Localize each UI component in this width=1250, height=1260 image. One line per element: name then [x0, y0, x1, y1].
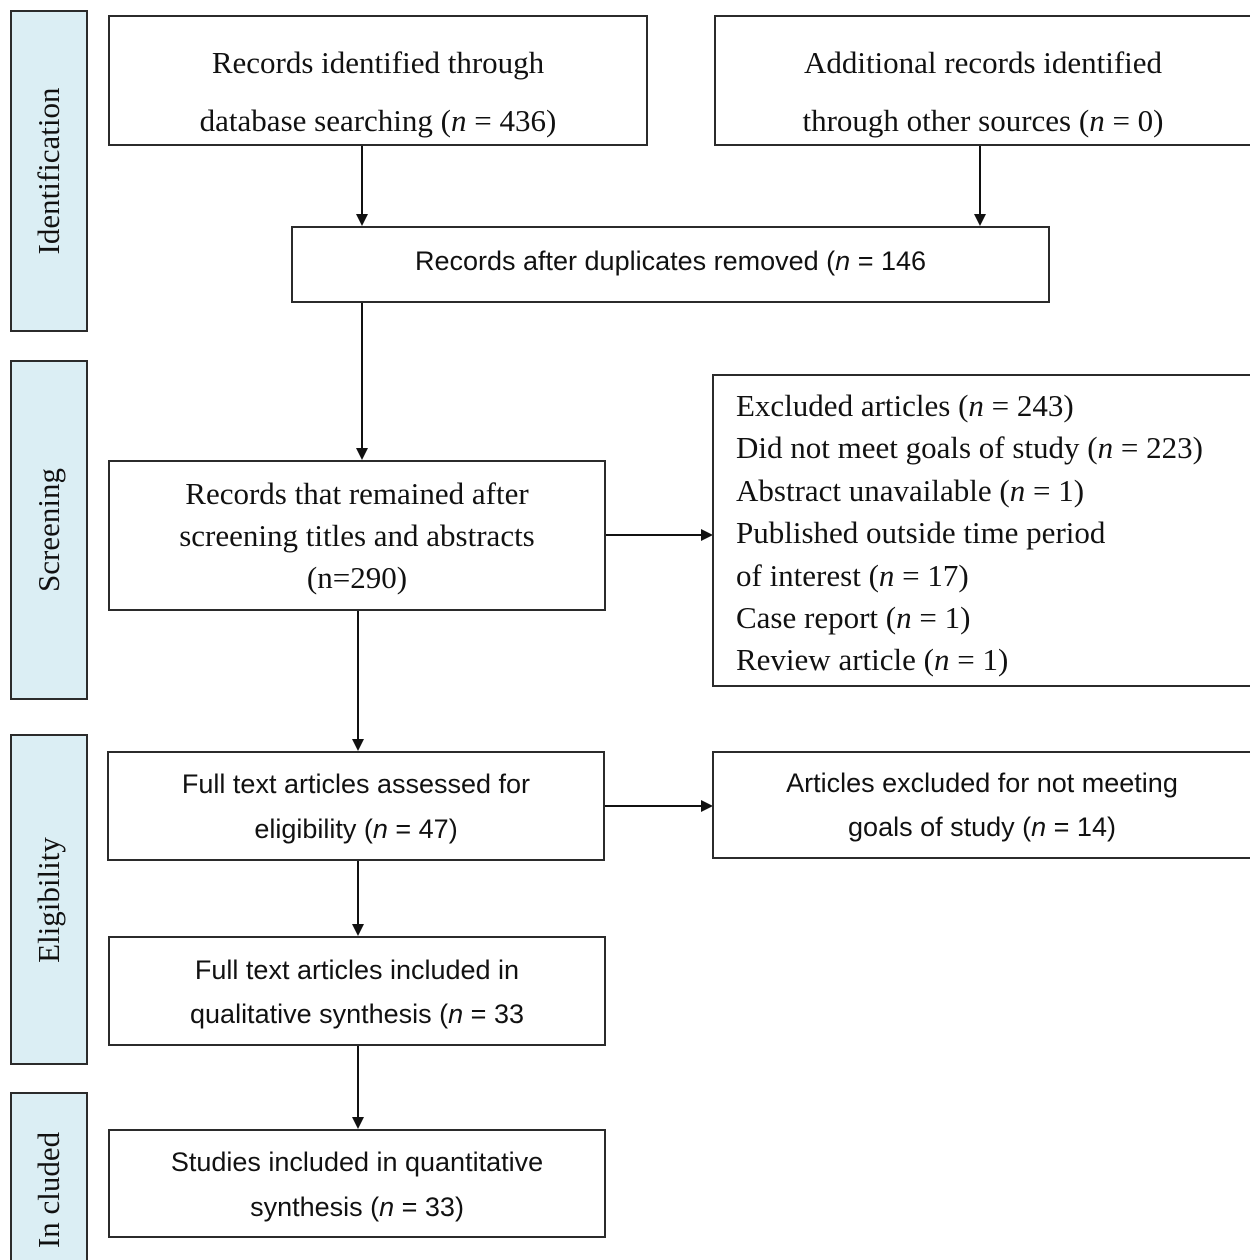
excluded-item: Review article (n = 1) [736, 642, 1009, 677]
excluded-item: of interest (n = 17) [736, 558, 969, 593]
fulltext-assessed-line1: Full text articles assessed for [181, 769, 531, 799]
fulltext-excluded-line1: Articles excluded for not meeting [786, 768, 1178, 798]
excluded-articles-box: Excluded articles (n = 243) Did not meet… [712, 374, 1250, 687]
fulltext-assessed-line2: eligibility (n = 47) [254, 814, 458, 844]
phase-eligibility: Eligibility [10, 734, 88, 1065]
screened-line1: Records that remained after [185, 476, 529, 511]
phase-identification: Identification [10, 10, 88, 332]
excluded-item: Did not meet goals of study (n = 223) [736, 430, 1203, 465]
screened-line2: screening titles and abstracts [179, 518, 535, 553]
records-database-box: Records identified through database sear… [108, 15, 648, 146]
phase-included: In cluded [10, 1092, 88, 1260]
excluded-item: Published outside time period [736, 515, 1106, 550]
qualitative-line1: Full text articles included in [194, 955, 520, 985]
fulltext-assessed-box: Full text articles assessed for eligibil… [107, 751, 605, 861]
excluded-item: Case report (n = 1) [736, 600, 971, 635]
screened-records-box: Records that remained after screening ti… [108, 460, 606, 611]
excluded-item: Abstract unavailable (n = 1) [736, 473, 1085, 508]
screened-line3: (n=290) [306, 560, 408, 595]
fulltext-excluded-box: Articles excluded for not meeting goals … [712, 751, 1250, 859]
quantitative-synthesis-box: Studies included in quantitative synthes… [108, 1129, 606, 1238]
qualitative-synthesis-box: Full text articles included in qualitati… [108, 936, 606, 1046]
excluded-item: Excluded articles (n = 243) [736, 388, 1074, 423]
quantitative-line2: synthesis (n = 33) [250, 1192, 464, 1222]
records-other-line1: Additional records identified [803, 45, 1163, 80]
records-other-line2: through other sources (n = 0) [802, 103, 1164, 138]
records-other-sources-box: Additional records identified through ot… [714, 15, 1250, 146]
records-database-line1: Records identified through [211, 45, 545, 80]
quantitative-line1: Studies included in quantitative [170, 1147, 544, 1177]
duplicates-removed-text: Records after duplicates removed (n = 14… [414, 246, 927, 276]
records-database-line2: database searching (n = 436) [199, 103, 557, 138]
phase-screening: Screening [10, 360, 88, 700]
qualitative-line2: qualitative synthesis (n = 33 [190, 999, 524, 1029]
fulltext-excluded-line2: goals of study (n = 14) [848, 812, 1116, 842]
duplicates-removed-box: Records after duplicates removed (n = 14… [291, 226, 1050, 303]
